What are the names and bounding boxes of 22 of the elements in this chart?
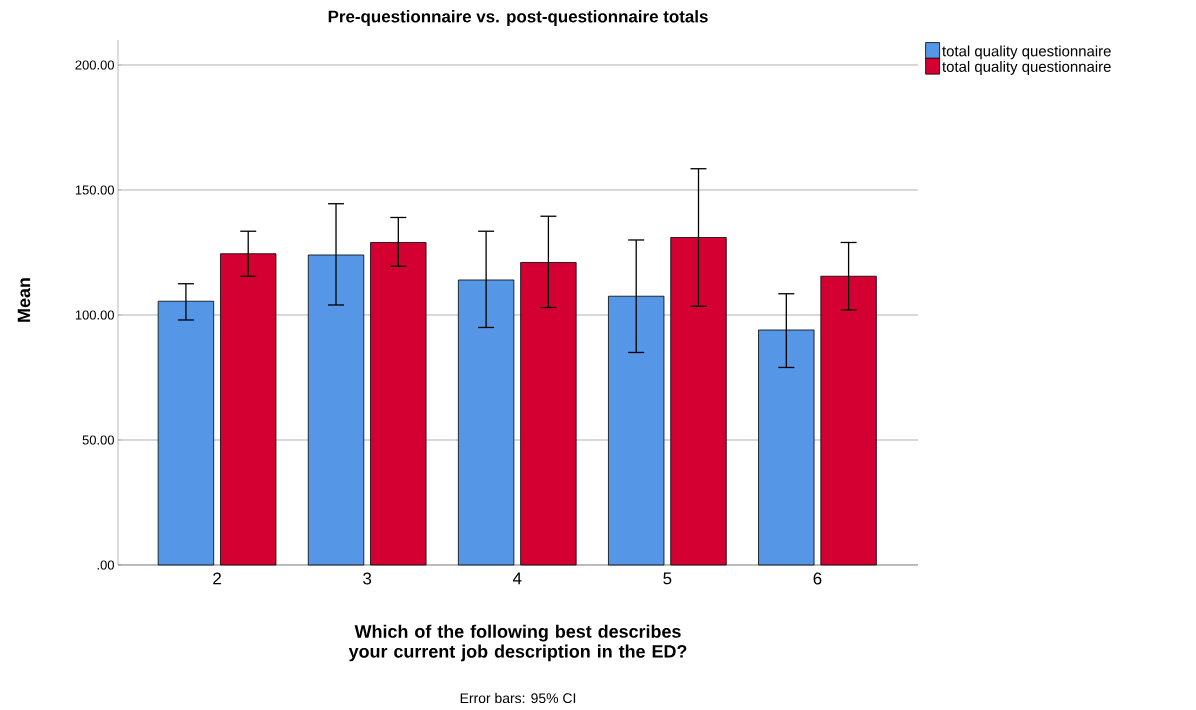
x-tick-label: 5 <box>663 572 672 585</box>
x-tick-label: 3 <box>363 572 372 585</box>
x-axis-title: Which of the following best describes your current job description in the ED? <box>348 624 687 662</box>
y-tick-label: 200.00 <box>75 60 114 70</box>
bar <box>520 262 577 566</box>
bar <box>157 300 215 566</box>
legend-label: total quality questionnaire <box>942 45 1111 60</box>
y-tick-label: 150.00 <box>75 185 114 195</box>
x-tick-label: 4 <box>512 572 522 585</box>
bar <box>670 237 727 566</box>
bar <box>370 242 427 566</box>
chart-title: Pre-questionnaire vs. post-questionnaire totals <box>328 10 708 26</box>
x-tick-label: 2 <box>213 572 221 585</box>
bar <box>820 275 877 566</box>
text: Error bars: 95% CI <box>460 692 576 704</box>
x-tick-label: 6 <box>813 572 822 585</box>
y-tick-label: 100.00 <box>75 310 114 320</box>
y-tick-label: 50.00 <box>82 435 114 445</box>
y-axis-title: Mean <box>17 278 31 322</box>
bar <box>608 295 665 566</box>
y-tick-label: .00 <box>97 560 114 570</box>
legend-label: total quality questionnaire <box>942 60 1111 75</box>
